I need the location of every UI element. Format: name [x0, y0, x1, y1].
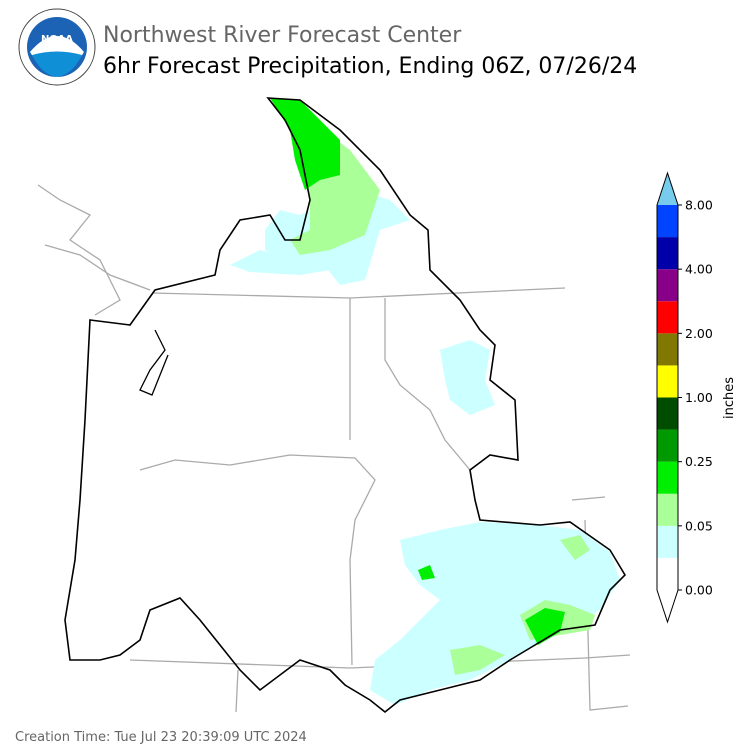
colorbar-over — [657, 173, 678, 205]
puget-sound — [139, 329, 169, 396]
colorbar-box — [657, 237, 678, 270]
colorbar-box — [657, 525, 678, 558]
colorbar-box — [657, 205, 678, 238]
colorbar-tick-label: 2.00 — [685, 326, 713, 341]
colorbar-box — [657, 365, 678, 398]
creation-time: Creation Time: Tue Jul 23 20:39:09 UTC 2… — [15, 730, 307, 745]
colorbar-tick-label: 0.05 — [685, 518, 713, 533]
colorbar-box — [657, 557, 678, 590]
precip-areas — [230, 98, 620, 705]
colorbar-box — [657, 269, 678, 302]
colorbar-box — [657, 429, 678, 462]
colorbar-label: inches — [722, 377, 737, 419]
colorbar-box — [657, 333, 678, 366]
agency-title: Northwest River Forecast Center — [103, 23, 462, 48]
noaa-logo: NOAA — [18, 8, 96, 86]
basin-outline — [64, 97, 627, 714]
colorbar-tick-label: 0.00 — [685, 583, 713, 598]
colorbar-tick-label: 0.25 — [685, 454, 713, 469]
colorbar-box — [657, 301, 678, 334]
colorbar-box — [657, 461, 678, 494]
map-title: 6hr Forecast Precipitation, Ending 06Z, … — [103, 54, 637, 79]
colorbar-box — [657, 493, 678, 526]
colorbar-box — [657, 397, 678, 430]
colorbar-tick-label: 1.00 — [685, 390, 713, 405]
colorbar-tick-label: 4.00 — [685, 262, 713, 277]
colorbar-under — [657, 590, 678, 622]
svg-text:NOAA: NOAA — [41, 34, 73, 45]
colorbar: 0.00 0.05 0.25 1.00 2.00 4.00 8.00 — [656, 171, 713, 624]
colorbar-tick-label: 8.00 — [685, 198, 713, 213]
